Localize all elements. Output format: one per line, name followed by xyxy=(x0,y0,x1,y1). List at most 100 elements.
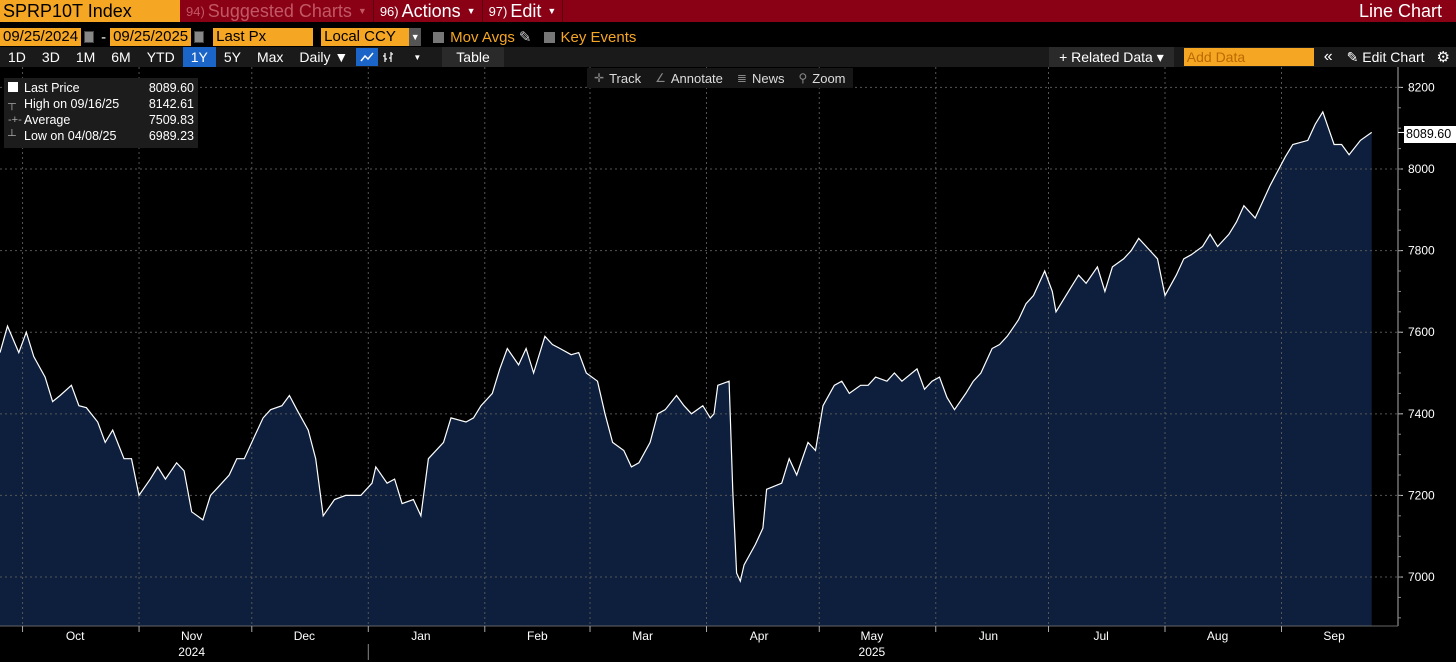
menu-label: Actions xyxy=(401,0,461,21)
menu-label: Suggested Charts xyxy=(207,0,352,21)
menu-number: 94) xyxy=(186,3,205,19)
track-tool[interactable]: ✛ Track xyxy=(587,71,648,86)
zoom-tool[interactable]: ⚲ Zoom xyxy=(791,71,852,86)
chart-type-title: Line Chart xyxy=(1358,0,1442,21)
y-tick-label: 8200 xyxy=(1408,80,1435,94)
news-tool[interactable]: ≣ News xyxy=(730,71,792,86)
x-tick-label: Aug xyxy=(1207,629,1228,643)
legend-value: 7509.83 xyxy=(148,113,194,127)
edit-chart-button[interactable]: ✎ Edit Chart xyxy=(1341,49,1431,66)
year-label: 2024 xyxy=(178,645,205,659)
legend-label: Average xyxy=(24,113,71,127)
bar-chart-icon[interactable] xyxy=(378,48,400,66)
news-icon: ≣ xyxy=(736,71,747,85)
low-marker-icon: ┴ xyxy=(8,130,16,142)
table-button[interactable]: Table xyxy=(442,47,504,67)
x-tick-label: Oct xyxy=(66,629,85,643)
add-data-input[interactable]: Add Data xyxy=(1183,48,1314,66)
period-6m[interactable]: 6M xyxy=(111,49,131,65)
legend-value: 8089.60 xyxy=(148,81,194,95)
legend-box[interactable]: Last Price 8089.60 ┬ High on 09/16/25 81… xyxy=(4,78,198,148)
x-tick-label: Jun xyxy=(979,629,998,643)
period-1m[interactable]: 1M xyxy=(75,49,96,65)
y-tick-label: 7800 xyxy=(1408,244,1435,258)
period-3d[interactable]: 3D xyxy=(41,49,60,65)
date-separator: - xyxy=(101,28,107,46)
legend-label: Low on 04/08/25 xyxy=(24,129,117,143)
edit-menu[interactable]: 97) Edit ▼ xyxy=(483,0,564,22)
menu-label: Edit xyxy=(510,0,542,21)
caret-down-icon: ▼ xyxy=(547,6,557,16)
chart-toolbar: 1D 3D 1M 6M YTD 1Y 5Y Max Daily ▼ ▼ Tabl… xyxy=(0,47,1456,67)
mov-avgs-label: Mov Avgs xyxy=(450,28,515,46)
crosshair-icon: ✛ xyxy=(594,71,605,85)
period-1y[interactable]: 1Y xyxy=(182,47,216,67)
zoom-icon: ⚲ xyxy=(798,71,808,85)
x-tick-label: Feb xyxy=(527,629,548,643)
annotate-icon: ∠ xyxy=(655,71,666,85)
legend-row-last: Last Price 8089.60 xyxy=(8,80,194,96)
chart-tools-bar: ✛ Track ∠ Annotate ≣ News ⚲ Zoom xyxy=(587,68,853,88)
y-tick-label: 7600 xyxy=(1408,325,1435,339)
caret-down-icon: ▼ xyxy=(357,6,367,16)
legend-square-icon xyxy=(8,81,24,95)
gear-icon[interactable]: ⚙ xyxy=(1436,49,1450,66)
pencil-icon[interactable]: ✎ xyxy=(518,29,532,46)
key-events-label: Key Events xyxy=(560,28,637,46)
period-5y[interactable]: 5Y xyxy=(223,49,241,65)
currency-select[interactable]: Local CCY xyxy=(321,28,410,46)
y-tick-label: 7200 xyxy=(1408,488,1435,502)
price-chart[interactable]: 7000 7200 7400 7600 7800 8000 8200 Oct Nov Dec Jan… xyxy=(0,67,1456,662)
menu-number: 97) xyxy=(488,3,508,19)
x-tick-label: Sep xyxy=(1323,629,1345,643)
annotate-tool[interactable]: ∠ Annotate xyxy=(648,71,730,86)
legend-value: 8142.61 xyxy=(148,97,194,111)
legend-row-average: -+- Average 7509.83 xyxy=(8,112,194,128)
period-1d[interactable]: 1D xyxy=(8,49,26,65)
mov-avgs-checkbox[interactable] xyxy=(433,31,445,43)
title-bar: SPRP10T Index 94) Suggested Charts ▼ 96)… xyxy=(0,0,1456,22)
year-label: 2025 xyxy=(859,645,886,659)
legend-row-high: ┬ High on 09/16/25 8142.61 xyxy=(8,96,194,112)
calendar-icon[interactable] xyxy=(84,31,95,43)
legend-label: Last Price xyxy=(24,81,80,95)
price-line xyxy=(0,110,1373,583)
menu-number: 96) xyxy=(379,3,399,19)
frequency-select[interactable]: Daily ▼ xyxy=(299,49,349,65)
chart-style-dropdown-icon[interactable]: ▼ xyxy=(413,52,422,62)
x-tick-label: Jul xyxy=(1093,629,1108,643)
related-data-button[interactable]: + Related Data ▾ xyxy=(1049,47,1174,67)
tool-label: Zoom xyxy=(812,70,846,86)
key-events-checkbox[interactable] xyxy=(543,31,555,43)
collapse-icon[interactable]: « xyxy=(1323,48,1333,65)
price-area xyxy=(0,111,1372,626)
line-chart-icon[interactable] xyxy=(356,48,379,66)
x-tick-label: Dec xyxy=(294,629,315,643)
period-max[interactable]: Max xyxy=(256,49,284,65)
caret-down-icon: ▼ xyxy=(466,6,476,16)
x-tick-label: Nov xyxy=(181,629,202,643)
price-field-select[interactable]: Last Px xyxy=(213,28,314,46)
average-marker-icon: -+- xyxy=(8,114,22,126)
last-price-tag: 8089.60 xyxy=(1404,126,1456,143)
x-tick-label: May xyxy=(861,629,884,643)
x-tick-label: Apr xyxy=(750,629,769,643)
start-date-field[interactable]: 09/25/2024 xyxy=(0,28,82,46)
calendar-icon[interactable] xyxy=(194,31,205,43)
edit-chart-label: Edit Chart xyxy=(1362,48,1425,65)
end-date-field[interactable]: 09/25/2025 xyxy=(110,28,192,46)
period-ytd[interactable]: YTD xyxy=(146,49,175,65)
tool-label: Track xyxy=(609,70,642,86)
x-tick-label: Jan xyxy=(411,629,430,643)
legend-value: 6989.23 xyxy=(148,129,194,143)
x-tick-label: Mar xyxy=(632,629,653,643)
suggested-charts-menu[interactable]: 94) Suggested Charts ▼ xyxy=(180,0,374,22)
dropdown-arrow-icon[interactable]: ▼ xyxy=(409,28,422,46)
y-tick-label: 8000 xyxy=(1408,162,1435,176)
ticker-field[interactable]: SPRP10T Index xyxy=(0,0,180,22)
actions-menu[interactable]: 96) Actions ▼ xyxy=(374,0,483,22)
y-tick-label: 7400 xyxy=(1408,407,1435,421)
y-tick-label: 7000 xyxy=(1408,570,1435,584)
settings-row: 09/25/2024 - 09/25/2025 Last Px Local CC… xyxy=(0,28,1456,46)
legend-row-low: ┴ Low on 04/08/25 6989.23 xyxy=(8,128,194,144)
